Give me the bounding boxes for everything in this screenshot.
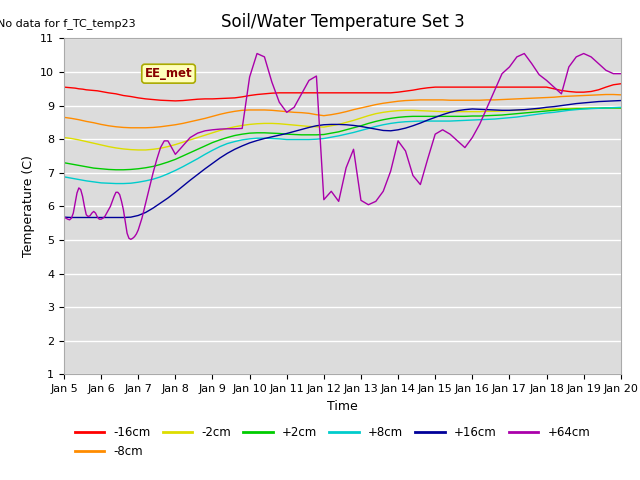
-16cm	[172, 98, 179, 104]
+2cm	[439, 113, 447, 119]
+64cm	[142, 200, 150, 206]
-8cm	[424, 97, 431, 103]
+64cm	[617, 71, 625, 77]
+2cm	[602, 105, 610, 111]
+2cm	[357, 123, 365, 129]
+64cm	[60, 214, 68, 220]
-16cm	[565, 89, 573, 95]
+2cm	[112, 167, 120, 173]
+2cm	[60, 160, 68, 166]
+8cm	[357, 128, 365, 133]
-2cm	[513, 108, 521, 113]
+8cm	[439, 118, 447, 124]
-8cm	[127, 125, 134, 131]
+16cm	[424, 117, 431, 123]
+16cm	[439, 112, 447, 118]
-16cm	[617, 81, 625, 86]
-2cm	[112, 145, 120, 151]
+64cm	[186, 134, 194, 140]
+64cm	[291, 105, 298, 110]
+2cm	[120, 167, 127, 173]
+16cm	[60, 214, 68, 220]
-8cm	[112, 124, 120, 130]
+16cm	[260, 136, 268, 142]
+16cm	[120, 215, 127, 220]
-2cm	[60, 134, 68, 140]
Text: No data for f_TC_temp23: No data for f_TC_temp23	[0, 18, 136, 29]
-2cm	[602, 105, 610, 111]
-2cm	[357, 115, 365, 121]
Legend: -16cm, -8cm, -2cm, +2cm, +8cm, +16cm, +64cm: -16cm, -8cm, -2cm, +2cm, +8cm, +16cm, +6…	[70, 421, 595, 463]
+2cm	[617, 105, 625, 111]
-8cm	[60, 114, 68, 120]
-2cm	[439, 109, 447, 115]
+16cm	[617, 98, 625, 104]
-2cm	[617, 105, 625, 111]
+8cm	[112, 180, 120, 186]
+2cm	[424, 113, 431, 119]
-8cm	[357, 105, 365, 111]
+16cm	[513, 107, 521, 113]
Line: +64cm: +64cm	[64, 53, 621, 240]
+8cm	[60, 174, 68, 180]
-8cm	[602, 92, 610, 97]
-16cm	[357, 90, 365, 96]
+64cm	[127, 237, 134, 242]
+8cm	[424, 118, 431, 124]
+8cm	[120, 180, 127, 186]
-16cm	[468, 84, 476, 90]
Title: Soil/Water Temperature Set 3: Soil/Water Temperature Set 3	[221, 13, 464, 31]
-16cm	[513, 84, 521, 90]
+64cm	[106, 204, 115, 209]
+64cm	[112, 190, 120, 195]
X-axis label: Time: Time	[327, 400, 358, 413]
-16cm	[402, 88, 410, 94]
+8cm	[513, 114, 521, 120]
Line: -2cm: -2cm	[64, 108, 621, 150]
-16cm	[543, 84, 550, 90]
-2cm	[424, 108, 431, 114]
+8cm	[617, 105, 625, 110]
Line: +16cm: +16cm	[64, 101, 621, 217]
-8cm	[260, 107, 268, 113]
+8cm	[260, 135, 268, 141]
Line: -8cm: -8cm	[64, 95, 621, 128]
Y-axis label: Temperature (C): Temperature (C)	[22, 156, 35, 257]
-8cm	[617, 92, 625, 98]
Line: -16cm: -16cm	[64, 84, 621, 101]
+2cm	[260, 130, 268, 136]
-2cm	[134, 147, 142, 153]
+16cm	[357, 123, 365, 129]
+2cm	[513, 111, 521, 117]
-16cm	[60, 84, 68, 90]
-2cm	[260, 120, 268, 126]
-8cm	[513, 96, 521, 102]
+16cm	[68, 215, 76, 220]
Line: +2cm: +2cm	[64, 108, 621, 170]
-8cm	[439, 97, 447, 103]
+64cm	[602, 67, 610, 73]
Text: EE_met: EE_met	[145, 67, 193, 80]
+64cm	[253, 50, 261, 56]
Line: +8cm: +8cm	[64, 108, 621, 183]
